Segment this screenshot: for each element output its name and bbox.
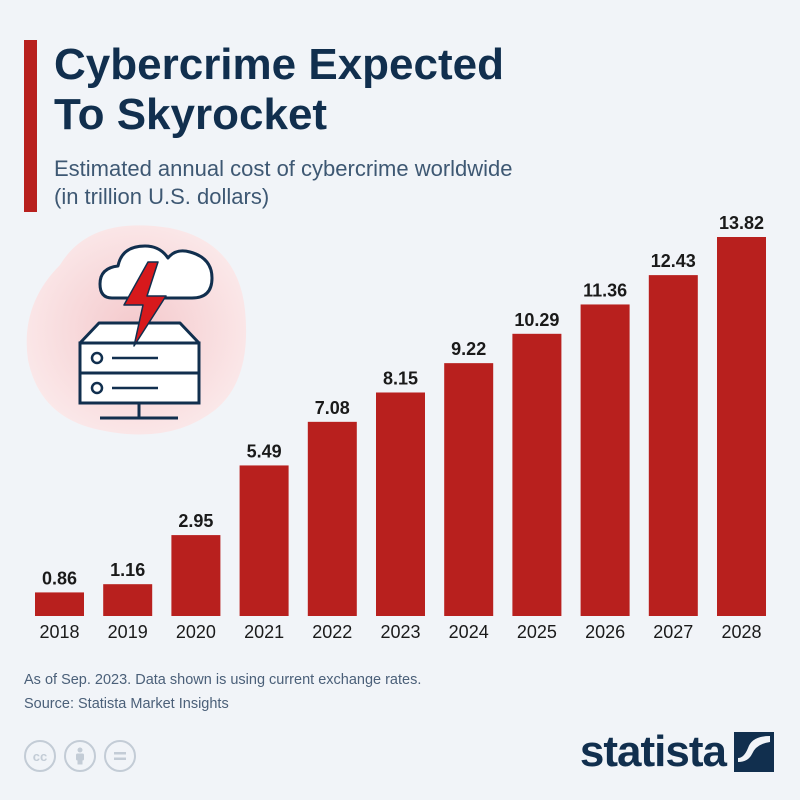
source-note: Source: Statista Market Insights bbox=[24, 696, 229, 712]
tick-label-2019: 2019 bbox=[108, 622, 148, 642]
statista-logo: statista bbox=[580, 728, 774, 776]
bar-chart: 0.86 1.16 2.95 5.49 7.08 8.15 9.22 10.29 11.36 12… bbox=[26, 213, 766, 642]
value-labels-group: 0.86 1.16 2.95 5.49 7.08 8.15 9.22 10.29 11.36 12… bbox=[42, 213, 764, 588]
bar-2020 bbox=[171, 535, 221, 616]
footer-notes: As of Sep. 2023. Data shown is using cur… bbox=[24, 668, 421, 716]
lightning-icon bbox=[123, 261, 167, 347]
bar-2028 bbox=[717, 237, 766, 616]
tick-label-2026: 2026 bbox=[585, 622, 625, 642]
value-label-2023: 8.15 bbox=[383, 368, 418, 388]
bar-2026 bbox=[580, 304, 630, 616]
chart-subtitle: Estimated annual cost of cybercrime worl… bbox=[54, 156, 513, 209]
bar-2023 bbox=[376, 392, 425, 616]
bar-2027 bbox=[648, 275, 698, 616]
bar-2018 bbox=[35, 592, 84, 616]
tick-label-2028: 2028 bbox=[721, 622, 761, 642]
value-label-2024: 9.22 bbox=[451, 339, 486, 359]
value-label-2026: 11.36 bbox=[583, 280, 627, 300]
value-label-2020: 2.95 bbox=[178, 511, 213, 531]
bars-group bbox=[35, 237, 766, 616]
tick-label-2018: 2018 bbox=[39, 622, 79, 642]
bar-2022 bbox=[307, 421, 357, 616]
bar-2019 bbox=[103, 584, 153, 616]
value-label-2028: 13.82 bbox=[719, 213, 764, 233]
no-derivatives-icon bbox=[104, 740, 136, 772]
tick-label-2023: 2023 bbox=[380, 622, 420, 642]
statista-logo-icon bbox=[734, 732, 774, 772]
tick-label-2027: 2027 bbox=[653, 622, 693, 642]
tick-label-2021: 2021 bbox=[244, 622, 284, 642]
bar-2024 bbox=[444, 363, 494, 616]
value-label-2019: 1.16 bbox=[110, 560, 145, 580]
tick-label-2020: 2020 bbox=[176, 622, 216, 642]
value-label-2027: 12.43 bbox=[651, 251, 696, 271]
value-label-2022: 7.08 bbox=[315, 398, 350, 418]
title-accent-bar bbox=[24, 40, 37, 212]
tick-label-2024: 2024 bbox=[449, 622, 489, 642]
cyber-illustration bbox=[26, 225, 247, 435]
value-label-2025: 10.29 bbox=[514, 310, 559, 330]
bar-2021 bbox=[239, 465, 289, 616]
tick-label-2022: 2022 bbox=[312, 622, 352, 642]
cc-icon: cc bbox=[24, 740, 56, 772]
footnote: As of Sep. 2023. Data shown is using cur… bbox=[24, 672, 422, 688]
chart-title: Cybercrime Expected To Skyrocket bbox=[54, 40, 504, 139]
license-icons: cc bbox=[24, 740, 136, 776]
x-axis-tick-labels: 2018 2019 2020 2021 2022 2023 2024 2025 2026 2027… bbox=[39, 622, 761, 642]
tick-label-2025: 2025 bbox=[517, 622, 557, 642]
bar-2025 bbox=[512, 333, 562, 616]
cloud-icon bbox=[98, 244, 214, 300]
value-label-2021: 5.49 bbox=[247, 441, 282, 461]
brand-name: statista bbox=[579, 727, 727, 776]
attribution-icon bbox=[64, 740, 96, 772]
value-label-2018: 0.86 bbox=[42, 568, 77, 588]
